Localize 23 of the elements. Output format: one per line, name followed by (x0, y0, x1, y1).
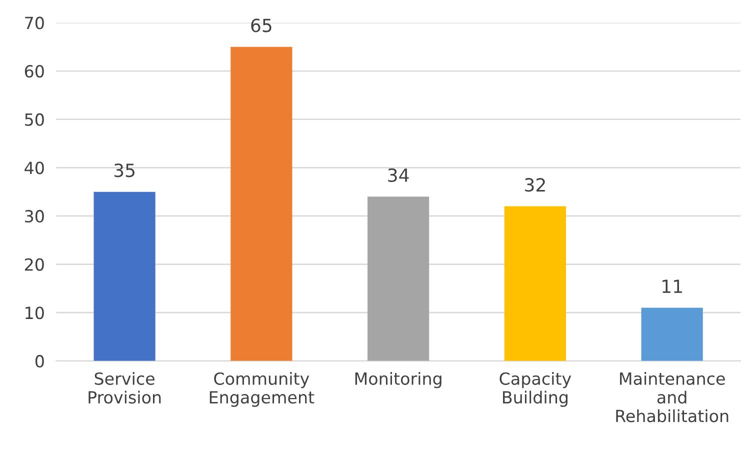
y-tick-label: 40 (24, 162, 44, 174)
x-tick-label: Monitoring (355, 372, 442, 388)
y-tick-label: 20 (25, 258, 44, 271)
x-tick-label: Maintenance and Rehabilitation (616, 372, 728, 422)
bar (504, 206, 566, 361)
data-label: 11 (662, 280, 682, 293)
y-tick-label: 0 (35, 354, 44, 368)
x-tick-label: Service Provision (88, 372, 161, 404)
y-tick-label: 70 (25, 16, 44, 30)
y-tick-label: 30 (25, 210, 44, 223)
bar (641, 308, 703, 361)
x-tick-label: Community Engagement (210, 372, 314, 407)
data-label: 35 (114, 164, 134, 178)
x-tick-label: Capacity Building (500, 372, 572, 407)
data-label: 32 (525, 178, 545, 192)
y-tick-label: 60 (24, 64, 44, 78)
bar (368, 196, 430, 361)
data-label: 34 (388, 168, 409, 182)
bar (94, 192, 156, 361)
y-tick-label: 50 (25, 113, 44, 126)
y-tick-label: 10 (26, 306, 44, 320)
data-label: 65 (251, 18, 272, 32)
bar (230, 46, 292, 361)
